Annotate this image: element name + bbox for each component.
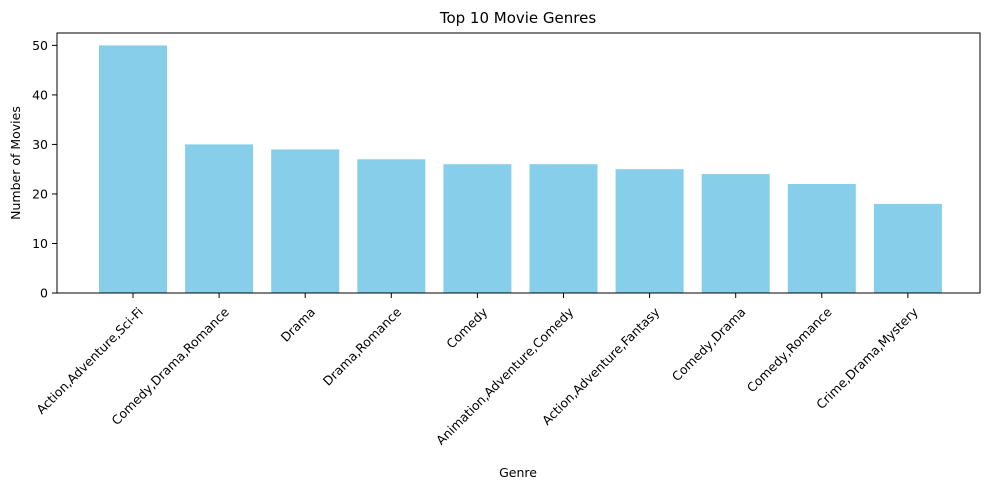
y-tick-label-20: 20 bbox=[32, 186, 48, 201]
x-tick-label-3: Drama bbox=[278, 304, 318, 344]
x-axis: Action,Adventure,Sci-FiComedy,Drama,Roma… bbox=[33, 293, 921, 448]
y-tick-label-0: 0 bbox=[40, 286, 48, 301]
y-axis: 0 10 20 30 40 50 bbox=[32, 38, 57, 301]
y-tick-label-40: 40 bbox=[32, 87, 48, 102]
x-tick-label-8: Comedy,Drama bbox=[669, 304, 749, 384]
x-axis-title: Genre bbox=[499, 465, 537, 480]
x-tick-label-5: Comedy bbox=[443, 304, 491, 352]
y-tick-label-50: 50 bbox=[32, 38, 48, 53]
plot-frame bbox=[56, 32, 981, 294]
bar-9 bbox=[787, 184, 856, 293]
bar-10 bbox=[873, 203, 942, 293]
y-axis-title: Number of Movies bbox=[8, 106, 23, 220]
x-tick-label-6: Animation,Adventure,Comedy bbox=[433, 304, 577, 448]
bars-group bbox=[99, 45, 942, 294]
bar-2 bbox=[185, 144, 254, 293]
bar-5 bbox=[443, 164, 512, 293]
x-tick-label-4: Drama,Romance bbox=[320, 304, 405, 389]
y-tick-label-10: 10 bbox=[32, 236, 48, 251]
bar-1 bbox=[99, 45, 167, 294]
bar-3 bbox=[271, 149, 340, 293]
bar-4 bbox=[357, 159, 426, 293]
chart-title: Top 10 Movie Genres bbox=[439, 9, 597, 27]
bar-7 bbox=[615, 169, 684, 293]
y-tick-label-30: 30 bbox=[32, 137, 48, 152]
bar-8 bbox=[701, 174, 770, 293]
bar-6 bbox=[529, 164, 598, 293]
x-tick-label-9: Comedy,Romance bbox=[744, 304, 835, 395]
